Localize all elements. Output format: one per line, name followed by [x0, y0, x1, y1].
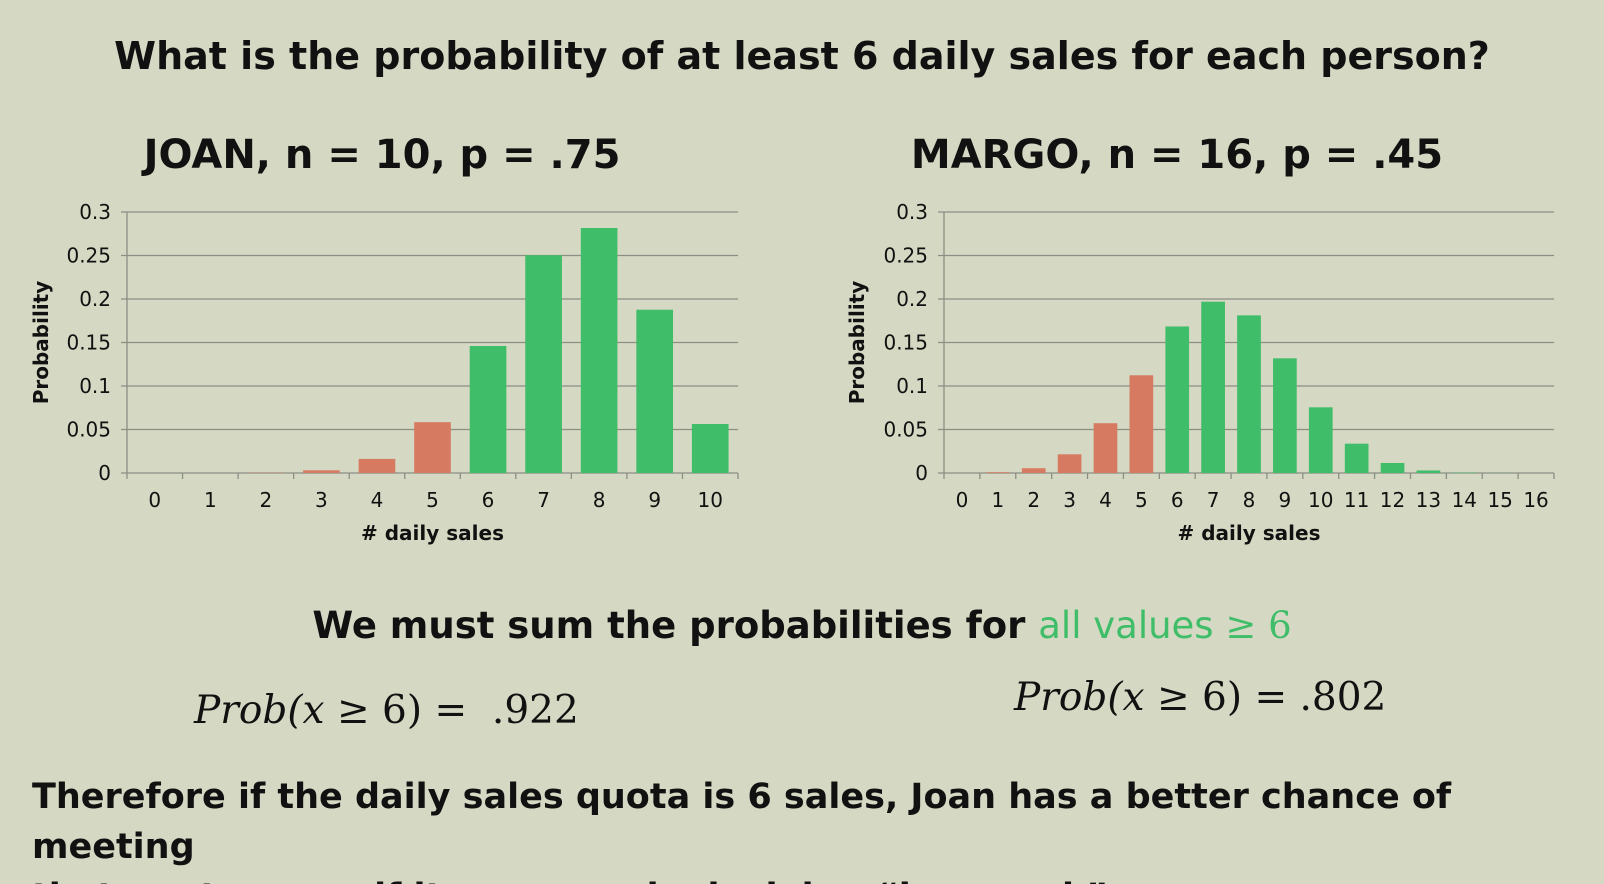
chart-margo-bar-3 — [1057, 454, 1082, 473]
chart-joan-bar-9 — [636, 309, 674, 473]
chart-joan-xtick-label: 1 — [204, 488, 217, 512]
chart-margo-ytick-label: 0.15 — [883, 331, 928, 355]
chart-margo-xtick-label: 4 — [1099, 488, 1112, 512]
chart-joan-bar-3 — [303, 470, 340, 473]
sum-instruction: We must sum the probabilities for all va… — [0, 604, 1604, 647]
chart-joan-xtick-label: 0 — [148, 488, 161, 512]
chart-margo-xtick-label: 11 — [1344, 488, 1369, 512]
chart-joan-bar-6 — [469, 345, 507, 473]
chart-joan-ytick-label: 0.2 — [79, 287, 111, 311]
chart-margo-xtick-label: 1 — [991, 488, 1004, 512]
chart-joan-title: JOAN, n = 10, p = .75 — [141, 132, 621, 178]
chart-joan-x-axis-label: # daily sales — [361, 521, 504, 545]
chart-margo-xtick-label: 14 — [1452, 488, 1477, 512]
chart-joan-xtick-label: 2 — [259, 488, 272, 512]
conclusion-text: Therefore if the daily sales quota is 6 … — [32, 772, 1572, 884]
chart-joan-xtick-label: 5 — [426, 488, 439, 512]
chart-margo-bar-11 — [1344, 443, 1369, 473]
chart-margo-bar-8 — [1237, 315, 1261, 473]
chart-joan-xtick-label: 3 — [315, 488, 328, 512]
chart-joan-ytick-label: 0.1 — [79, 374, 111, 398]
conclusion-line-2: that quota; even if it appears she is do… — [32, 872, 1572, 884]
chart-margo-xtick-label: 9 — [1279, 488, 1292, 512]
formula-joan-var: Prob(x — [194, 688, 325, 733]
sum-instruction-prefix: We must sum the probabilities for — [312, 604, 1039, 647]
chart-joan-ytick-label: 0 — [98, 461, 111, 485]
slide-title: What is the probability of at least 6 da… — [114, 34, 1490, 78]
chart-joan-bar-10 — [691, 424, 729, 473]
chart-margo-xtick-label: 10 — [1308, 488, 1333, 512]
chart-margo-bar-1 — [985, 472, 1010, 473]
formula-margo-rest: ≥ 6) = .802 — [1144, 675, 1387, 720]
chart-joan: JOAN, n = 10, p = .75 0 0.05 0.1 0.15 0.2 0.2… — [0, 130, 790, 550]
conclusion-line-1: Therefore if the daily sales quota is 6 … — [32, 777, 1452, 867]
chart-margo-xtick-label: 5 — [1135, 488, 1148, 512]
chart-margo-bar-2 — [1021, 468, 1046, 473]
chart-joan-bar-7 — [525, 255, 562, 473]
chart-margo-ytick-label: 0.25 — [883, 244, 928, 268]
chart-joan-xtick-label: 7 — [537, 488, 550, 512]
chart-margo-xtick-label: 13 — [1416, 488, 1441, 512]
formula-joan-rest: ≥ 6) = .922 — [324, 688, 579, 733]
chart-margo-bar-4 — [1093, 423, 1118, 473]
chart-joan-xtick-label: 9 — [648, 488, 661, 512]
chart-margo-xtick-label: 12 — [1380, 488, 1405, 512]
chart-margo-x-axis-label: # daily sales — [1178, 521, 1321, 545]
chart-margo-xtick-label: 3 — [1063, 488, 1076, 512]
chart-joan-ytick-label: 0.25 — [66, 244, 111, 268]
chart-margo-ytick-label: 0.2 — [896, 287, 928, 311]
chart-joan-xtick-label: 4 — [371, 488, 384, 512]
chart-margo-xtick-label: 16 — [1523, 488, 1548, 512]
chart-joan-ytick-label: 0.15 — [66, 331, 111, 355]
chart-margo-bar-6 — [1165, 326, 1190, 473]
chart-margo-xtick-label: 7 — [1207, 488, 1220, 512]
chart-margo-bar-10 — [1308, 407, 1333, 473]
chart-margo-bar-5 — [1129, 375, 1154, 473]
chart-margo-xtick-label: 2 — [1027, 488, 1040, 512]
chart-margo: MARGO, n = 16, p = .45 0 0.05 0.1 0.15 0.2 0.… — [800, 130, 1590, 550]
chart-joan-ytick-label: 0.3 — [79, 200, 111, 224]
chart-margo-svg: MARGO, n = 16, p = .45 0 0.05 0.1 0.15 0.2 0.… — [845, 132, 1555, 545]
chart-margo-y-axis-label: Probability — [845, 281, 869, 405]
chart-joan-bar-8 — [580, 228, 618, 473]
chart-margo-ytick-label: 0.3 — [896, 200, 928, 224]
sum-instruction-symbol: ≥ 6 — [1225, 604, 1292, 647]
chart-margo-xtick-label: 6 — [1171, 488, 1184, 512]
chart-margo-bar-9 — [1273, 358, 1297, 473]
chart-joan-svg: JOAN, n = 10, p = .75 0 0.05 0.1 0.15 0.2 0.2… — [29, 132, 739, 545]
chart-margo-ytick-label: 0.05 — [883, 418, 928, 442]
formula-margo: Prob(x ≥ 6) = .802 — [1014, 675, 1386, 720]
chart-joan-bar-5 — [414, 422, 451, 473]
chart-margo-bar-7 — [1201, 301, 1225, 473]
chart-joan-xtick-label: 6 — [482, 488, 495, 512]
chart-joan-xtick-label: 8 — [593, 488, 606, 512]
chart-margo-xtick-label: 0 — [956, 488, 969, 512]
chart-margo-ytick-label: 0.1 — [896, 374, 928, 398]
chart-margo-xtick-label: 15 — [1487, 488, 1512, 512]
chart-margo-bar-13 — [1416, 470, 1441, 473]
sum-instruction-highlight: all values — [1038, 604, 1226, 647]
formula-joan: Prob(x ≥ 6) = .922 — [194, 688, 579, 733]
chart-joan-ytick-label: 0.05 — [66, 418, 111, 442]
chart-margo-title: MARGO, n = 16, p = .45 — [911, 132, 1443, 178]
chart-joan-xtick-label: 10 — [698, 488, 723, 512]
chart-joan-bar-4 — [358, 458, 396, 473]
chart-margo-ytick-label: 0 — [915, 461, 928, 485]
chart-joan-y-axis-label: Probability — [29, 281, 53, 405]
chart-margo-bar-12 — [1380, 462, 1405, 473]
chart-margo-xtick-label: 8 — [1243, 488, 1256, 512]
formula-margo-var: Prob(x — [1014, 675, 1145, 720]
